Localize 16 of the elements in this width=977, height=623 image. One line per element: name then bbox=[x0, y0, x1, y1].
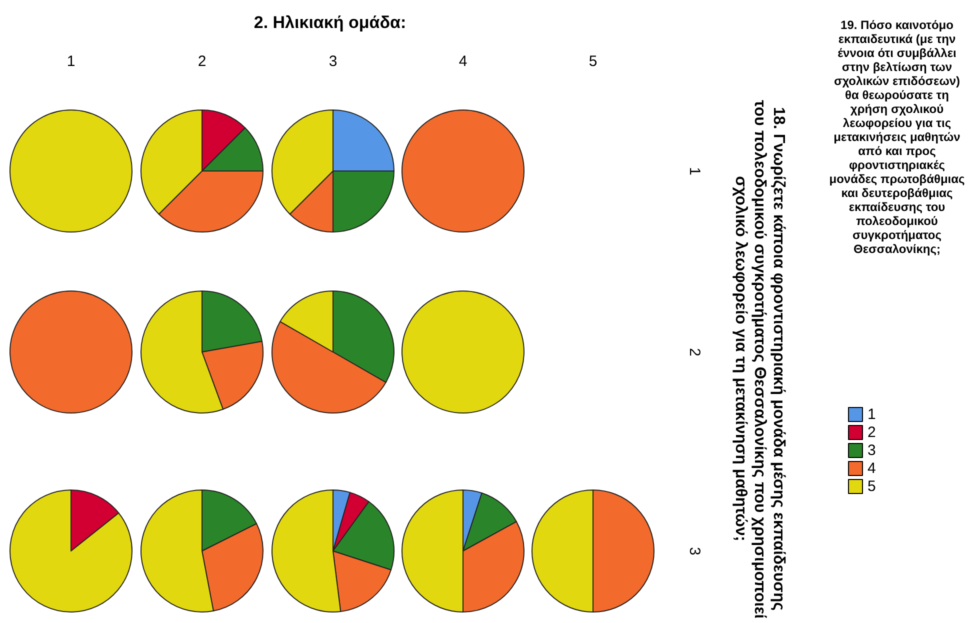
text: 1 bbox=[686, 166, 703, 178]
text: 3 bbox=[328, 53, 338, 70]
legend-label: 2 bbox=[868, 424, 876, 441]
legend-label: 1 bbox=[868, 406, 876, 423]
legend-label: 3 bbox=[868, 442, 876, 459]
text: 2 bbox=[686, 346, 703, 358]
text: 3 bbox=[686, 546, 703, 558]
legend-label: 4 bbox=[868, 460, 876, 477]
text: 2. Ηλικιακή ομάδα: bbox=[252, 13, 408, 33]
text: 19. Πόσο καινοτόμο εκπαιδευτικά (με την έννοια ότι συμβάλλει στην βελτίωση των σχολικών επιδόσεων) θα θεωρούσατε τη χρήση σχολικού λεωφορείου για τις μετακινήσεις μαθητών από και προς φροντιστηριακές μονάδες πρωτοβάθμιας και δευτεροβάθμιας εκπαίδευσης του πολεοδομικού συγκροτήματος Θεσσαλονίκης; bbox=[829, 18, 965, 256]
text: 5 bbox=[588, 53, 598, 70]
text: 1 bbox=[66, 53, 76, 70]
text: 18. Γνωρίζετε κάποια φροντιστηριακή μονάδα μέσης εκπαίδευσης του πολεοδομικού συγκροτήματος Θεσσαλονίκης που χρησιμοποιεί σχολικό λεωφορείο για τη μετακίνηση μαθητών; bbox=[731, 98, 788, 620]
legend-label: 5 bbox=[868, 478, 876, 495]
text: 2 bbox=[196, 53, 208, 70]
text: 4 bbox=[458, 53, 468, 70]
